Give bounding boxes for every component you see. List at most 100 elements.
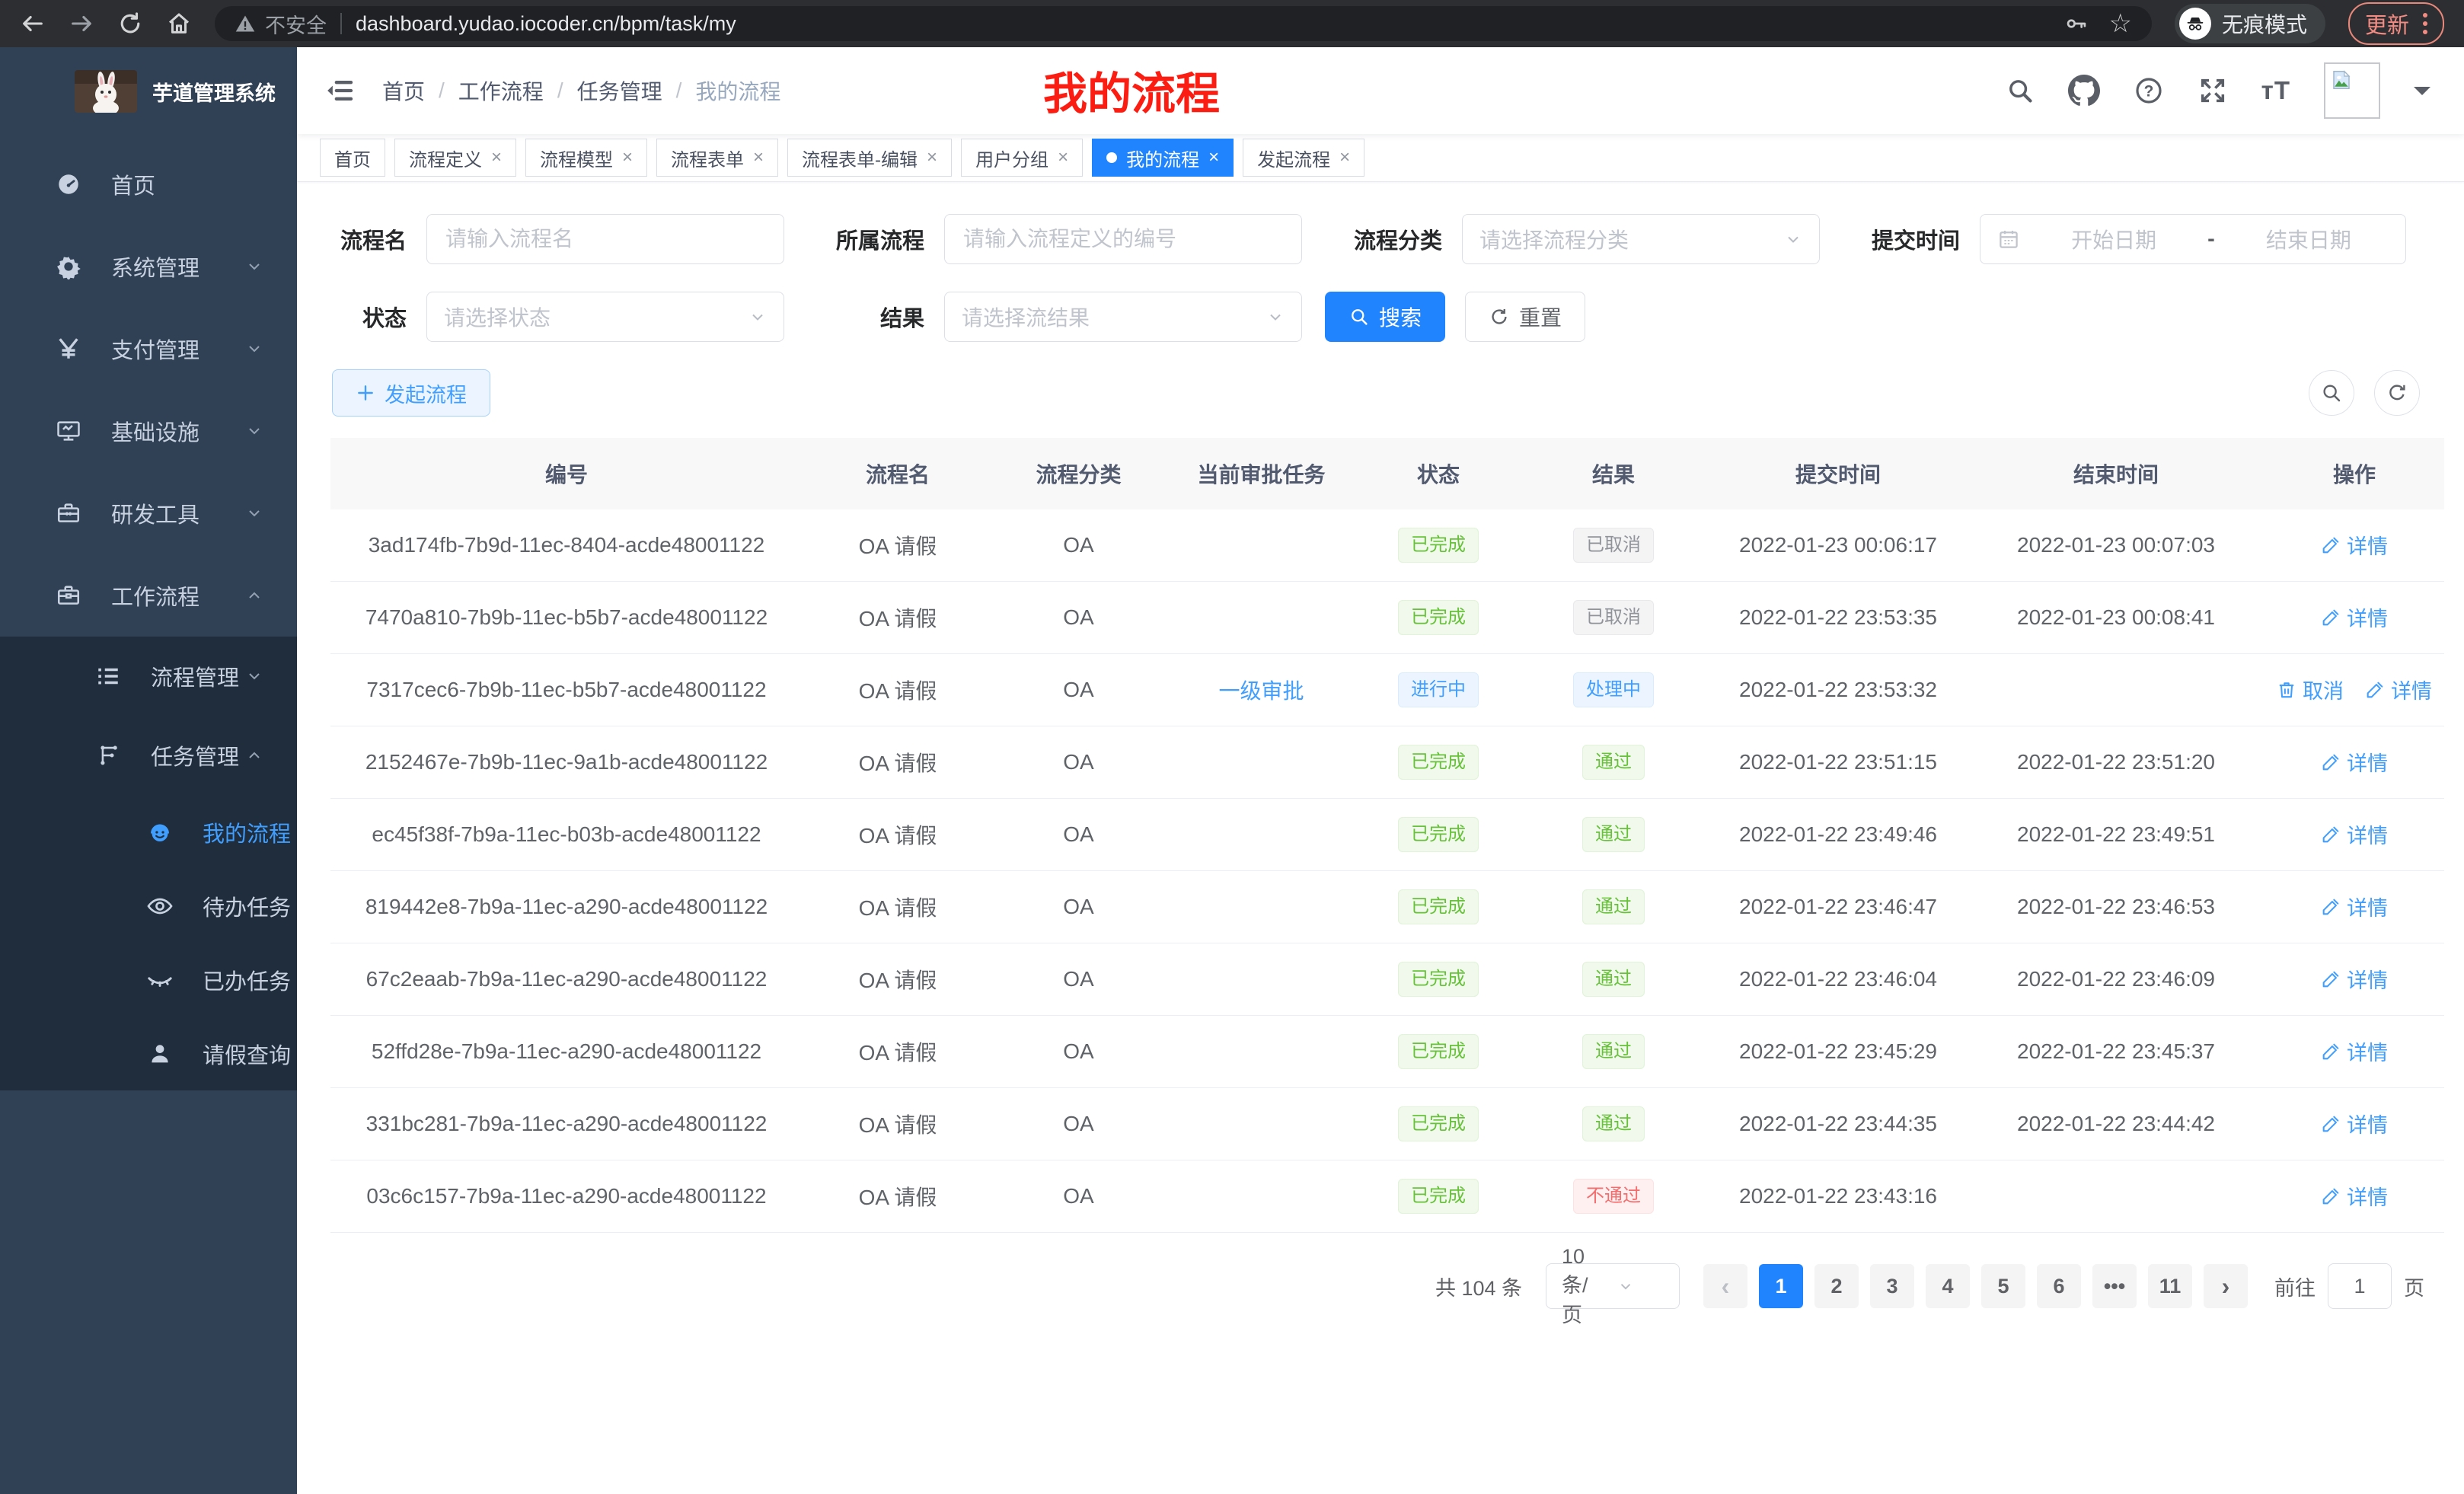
process-definition-input[interactable]	[944, 214, 1302, 264]
search-icon[interactable]	[2006, 76, 2035, 105]
date-range-picker[interactable]: 开始日期 - 结束日期	[1980, 214, 2406, 264]
tab-label: 流程表单-编辑	[802, 149, 918, 171]
breadcrumb-item[interactable]: 任务管理	[576, 80, 662, 104]
detail-link[interactable]: 详情	[2321, 1036, 2388, 1066]
sidebar-item-流程管理[interactable]: 流程管理	[0, 637, 297, 716]
key-icon[interactable]	[2064, 11, 2089, 36]
tab-用户分组[interactable]: 用户分组 ×	[961, 139, 1084, 177]
sidebar-item-系统管理[interactable]: 系统管理	[0, 225, 297, 308]
page-button-4[interactable]: 4	[1926, 1264, 1970, 1308]
page-button-11[interactable]: 11	[2148, 1264, 2192, 1308]
tab-流程表单[interactable]: 流程表单 ×	[656, 139, 779, 177]
create-process-button[interactable]: 发起流程	[332, 369, 490, 417]
tab-流程模型[interactable]: 流程模型 ×	[525, 139, 648, 177]
back-icon[interactable]	[20, 11, 46, 37]
detail-link[interactable]: 详情	[2321, 964, 2388, 994]
detail-link[interactable]: 详情	[2365, 675, 2432, 704]
detail-link[interactable]: 详情	[2321, 530, 2388, 560]
sidebar-item-待办任务[interactable]: 待办任务	[0, 869, 297, 943]
avatar[interactable]	[2324, 62, 2380, 119]
process-name-input[interactable]	[426, 214, 784, 264]
tab-我的流程[interactable]: 我的流程 ×	[1092, 139, 1234, 177]
sidebar-item-支付管理[interactable]: 支付管理	[0, 308, 297, 390]
bookmark-star-icon[interactable]: ☆	[2108, 9, 2132, 38]
sidebar-item-研发工具[interactable]: 研发工具	[0, 472, 297, 554]
sidebar-item-我的流程[interactable]: 我的流程	[0, 795, 297, 869]
close-icon[interactable]: ×	[1339, 147, 1351, 168]
sidebar-menu: 首页 系统管理 支付管理 基础设施 研发工具 工作流程 流程管理 任务管理 我的流程 待办任务 已办…	[0, 143, 297, 1090]
start-date-placeholder[interactable]: 开始日期	[2071, 228, 2157, 252]
goto-page-input[interactable]	[2328, 1263, 2392, 1309]
result-badge: 通过	[1582, 1034, 1645, 1069]
cell-operations: 详情	[2265, 1087, 2444, 1160]
next-page-button[interactable]: ›	[2204, 1264, 2248, 1308]
search-button[interactable]: 搜索	[1325, 292, 1446, 342]
cell-current-task	[1164, 1087, 1358, 1160]
detail-link[interactable]: 详情	[2321, 1181, 2388, 1211]
cell-end-time: 2022-01-23 00:08:41	[1968, 581, 2265, 654]
sidebar-item-首页[interactable]: 首页	[0, 143, 297, 225]
column-header: 流程分类	[993, 438, 1164, 509]
page-button-5[interactable]: 5	[1981, 1264, 2025, 1308]
detail-link[interactable]: 详情	[2321, 602, 2388, 632]
close-icon[interactable]: ×	[622, 147, 634, 168]
close-icon[interactable]: ×	[1058, 147, 1069, 168]
breadcrumb-item[interactable]: 首页	[382, 80, 426, 104]
page-button-3[interactable]: 3	[1870, 1264, 1914, 1308]
sidebar-item-已办任务[interactable]: 已办任务	[0, 943, 297, 1017]
status-select[interactable]: 请选择状态	[426, 292, 784, 342]
detail-link[interactable]: 详情	[2321, 892, 2388, 921]
sidebar-item-工作流程[interactable]: 工作流程	[0, 554, 297, 637]
close-icon[interactable]: ×	[491, 147, 503, 168]
detail-link[interactable]: 详情	[2321, 1109, 2388, 1138]
close-icon[interactable]: ×	[927, 147, 938, 168]
home-icon[interactable]	[166, 11, 192, 37]
detail-link[interactable]: 详情	[2321, 747, 2388, 777]
close-icon[interactable]: ×	[753, 147, 764, 168]
security-indicator[interactable]: 不安全	[235, 9, 327, 39]
task-link[interactable]: 一级审批	[1218, 679, 1304, 703]
font-size-icon[interactable]: тT	[2261, 76, 2290, 104]
app-title: 芋道管理系统	[152, 81, 276, 105]
browser-menu-icon[interactable]	[2423, 13, 2427, 34]
cancel-link[interactable]: 取消	[2277, 675, 2344, 704]
url-bar[interactable]: 不安全 dashboard.yudao.iocoder.cn/bpm/task/…	[215, 6, 2152, 41]
page-button-6[interactable]: 6	[2037, 1264, 2081, 1308]
column-header: 流程名	[803, 438, 993, 509]
page-button-1[interactable]: 1	[1759, 1264, 1803, 1308]
prev-page-button[interactable]: ‹	[1703, 1264, 1747, 1308]
end-date-placeholder[interactable]: 结束日期	[2265, 228, 2351, 252]
forward-icon[interactable]	[69, 11, 94, 37]
sidebar-item-请假查询[interactable]: 请假查询	[0, 1017, 297, 1090]
cell-result: 通过	[1518, 1015, 1709, 1088]
url-text[interactable]: dashboard.yudao.iocoder.cn/bpm/task/my	[356, 11, 736, 35]
tab-首页[interactable]: 首页	[320, 139, 385, 177]
breadcrumb-item[interactable]: 工作流程	[458, 80, 544, 104]
page-size-select[interactable]: 10条/页	[1546, 1245, 1680, 1326]
sidebar-item-基础设施[interactable]: 基础设施	[0, 390, 297, 472]
toggle-search-button[interactable]	[2309, 370, 2354, 416]
help-icon[interactable]: ?	[2134, 75, 2164, 106]
tab-流程定义[interactable]: 流程定义 ×	[394, 139, 517, 177]
fullscreen-icon[interactable]	[2197, 75, 2228, 106]
update-button[interactable]: 更新	[2348, 2, 2444, 45]
reset-button[interactable]: 重置	[1465, 292, 1586, 342]
sidebar-item-任务管理[interactable]: 任务管理	[0, 716, 297, 795]
tab-流程表单-编辑[interactable]: 流程表单-编辑 ×	[787, 139, 953, 177]
tab-发起流程[interactable]: 发起流程 ×	[1243, 139, 1365, 177]
result-select[interactable]: 请选择流结果	[944, 292, 1302, 342]
reload-icon[interactable]	[117, 11, 143, 37]
gear-icon	[53, 254, 84, 279]
flow-icon	[93, 742, 123, 768]
close-icon[interactable]: ×	[1208, 147, 1220, 168]
more-pages-button[interactable]: •••	[2092, 1264, 2137, 1308]
app-logo-row[interactable]: 芋道管理系统	[0, 47, 297, 136]
detail-link[interactable]: 详情	[2321, 819, 2388, 849]
hamburger-icon[interactable]	[324, 75, 355, 106]
cell-status: 已完成	[1358, 870, 1518, 943]
avatar-caret-icon[interactable]	[2414, 87, 2430, 104]
refresh-table-button[interactable]	[2374, 370, 2420, 416]
page-button-2[interactable]: 2	[1814, 1264, 1859, 1308]
github-icon[interactable]	[2067, 75, 2100, 107]
category-select[interactable]: 请选择流程分类	[1462, 214, 1820, 264]
